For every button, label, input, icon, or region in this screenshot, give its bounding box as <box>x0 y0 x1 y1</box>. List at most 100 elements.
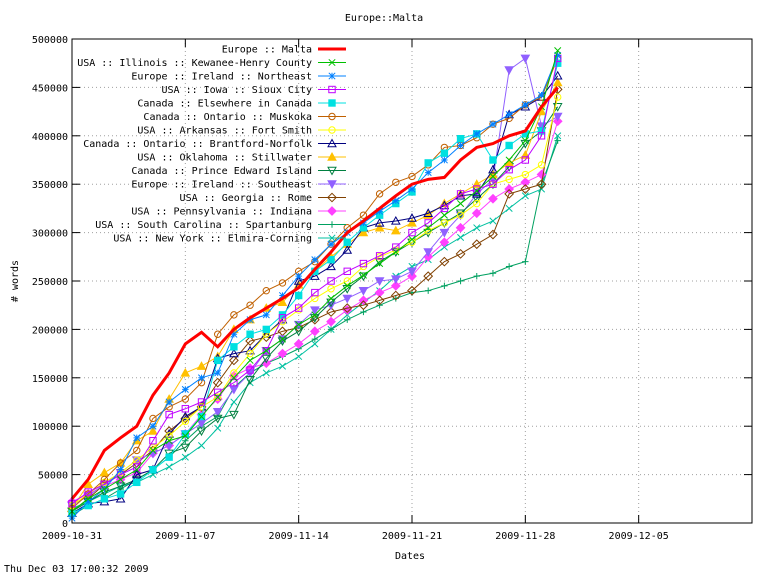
data-point <box>554 137 561 144</box>
data-point <box>328 58 336 67</box>
data-point <box>537 132 546 140</box>
data-point <box>473 130 481 138</box>
data-point <box>439 256 450 267</box>
data-point <box>133 434 141 442</box>
data-point <box>278 291 287 300</box>
data-point <box>390 215 401 225</box>
data-point <box>246 356 254 364</box>
data-point <box>554 51 562 60</box>
x-tick-label: 2009-10-31 <box>42 531 102 542</box>
y-tick-label: 400000 <box>32 132 68 143</box>
data-point <box>457 200 465 208</box>
data-point <box>537 161 546 169</box>
data-point <box>552 70 563 80</box>
data-point <box>149 422 157 430</box>
legend-label: Canada :: Elsewhere in Canada <box>137 99 312 110</box>
data-point <box>262 346 270 355</box>
x-tick-label: 2009-11-14 <box>269 531 329 542</box>
data-point <box>441 282 448 290</box>
data-point <box>310 306 320 316</box>
x-tick-label: 2009-11-21 <box>382 531 442 542</box>
legend-label: USA :: South Carolina :: Spartanburg <box>95 220 312 231</box>
data-point <box>246 301 254 309</box>
data-point <box>230 378 238 387</box>
legend-label: USA :: Oklahoma :: Stillwater <box>137 153 312 164</box>
data-point <box>197 442 206 450</box>
data-point <box>327 138 337 148</box>
data-point <box>471 195 482 204</box>
data-point <box>440 149 449 157</box>
data-point <box>424 224 432 232</box>
data-point <box>327 166 337 176</box>
data-point <box>133 478 141 487</box>
data-point <box>521 101 529 109</box>
data-point <box>197 398 206 406</box>
data-point <box>262 286 270 295</box>
data-point <box>488 164 498 174</box>
data-point <box>424 219 432 227</box>
data-point <box>149 437 157 445</box>
data-point <box>294 304 303 312</box>
data-point <box>342 303 353 314</box>
data-point <box>489 270 497 277</box>
data-point <box>521 192 529 200</box>
y-tick-label: 200000 <box>32 325 68 336</box>
data-point <box>212 377 223 388</box>
data-point <box>471 208 482 219</box>
data-point <box>311 335 319 343</box>
data-point <box>328 221 336 228</box>
x-tick-label: 2009-11-28 <box>495 531 555 542</box>
y-tick-label: 300000 <box>32 229 68 240</box>
data-point <box>197 412 206 421</box>
data-point <box>328 234 336 242</box>
data-point <box>149 446 157 454</box>
data-point <box>327 151 337 161</box>
data-point <box>392 248 400 256</box>
data-point <box>473 272 480 280</box>
data-point <box>181 385 189 393</box>
data-point <box>408 185 416 193</box>
data-point <box>554 93 562 101</box>
data-point <box>343 267 351 276</box>
series-layer <box>67 47 563 522</box>
data-point <box>505 110 513 119</box>
data-point <box>165 410 173 419</box>
data-point <box>214 393 222 401</box>
data-point <box>390 275 401 285</box>
series-3 <box>68 54 562 508</box>
data-point <box>520 54 531 64</box>
data-point <box>84 498 92 506</box>
data-point <box>504 188 515 199</box>
data-point <box>165 398 173 406</box>
data-point <box>230 311 238 319</box>
data-point <box>180 411 191 421</box>
data-point <box>230 398 238 406</box>
data-point <box>230 343 238 351</box>
data-point <box>326 316 336 327</box>
data-point <box>327 294 335 302</box>
data-point <box>407 267 417 277</box>
data-point <box>328 99 336 107</box>
data-point <box>537 127 546 135</box>
data-point <box>423 271 434 282</box>
data-point <box>100 475 109 484</box>
data-point <box>262 347 270 355</box>
data-point <box>293 275 304 285</box>
series-0 <box>70 86 559 500</box>
data-point <box>230 330 238 338</box>
data-point <box>537 91 546 99</box>
data-point <box>262 369 270 377</box>
data-point <box>181 395 190 403</box>
data-point <box>310 271 320 280</box>
y-tick-label: 100000 <box>32 422 68 433</box>
data-point <box>293 327 304 337</box>
data-point <box>554 132 562 140</box>
data-point <box>376 207 384 215</box>
data-point <box>473 224 481 232</box>
data-point <box>309 326 320 337</box>
data-point <box>407 217 417 227</box>
series-line <box>71 58 559 505</box>
data-point <box>536 169 547 180</box>
data-point <box>359 211 368 219</box>
data-point <box>181 432 189 440</box>
